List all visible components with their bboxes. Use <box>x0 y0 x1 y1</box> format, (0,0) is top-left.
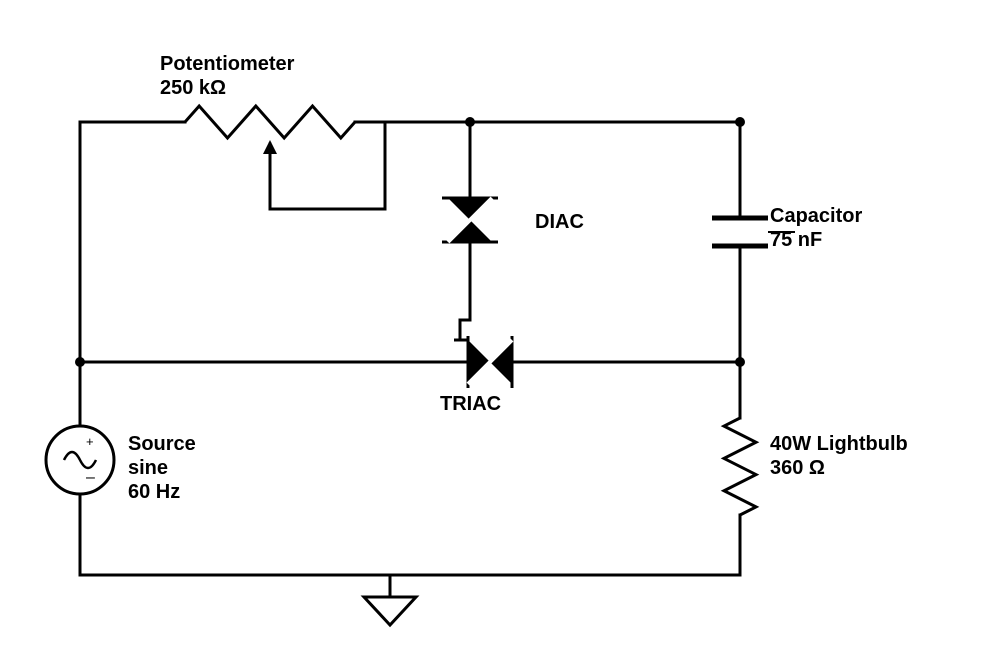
ground-symbol <box>364 597 416 625</box>
lightbulb-resistor-symbol <box>724 418 756 515</box>
triac-symbol <box>468 340 490 384</box>
diac-symbol <box>448 198 492 220</box>
diac-label: DIAC <box>535 211 584 233</box>
lightbulb-label: 360 Ω <box>770 457 825 479</box>
potentiometer-label: Potentiometer <box>160 53 295 75</box>
source-label: Source <box>128 433 196 455</box>
capacitor-label: 75 nF <box>770 229 822 251</box>
triac-label: TRIAC <box>440 393 501 415</box>
capacitor-label: Capacitor <box>770 205 862 227</box>
source-label: sine <box>128 457 168 479</box>
svg-text:–: – <box>86 469 95 486</box>
potentiometer-symbol <box>185 106 355 138</box>
potentiometer-label: 250 kΩ <box>160 77 226 99</box>
lightbulb-label: 40W Lightbulb <box>770 433 908 455</box>
source-label: 60 Hz <box>128 481 180 503</box>
svg-text:+: + <box>86 434 94 449</box>
